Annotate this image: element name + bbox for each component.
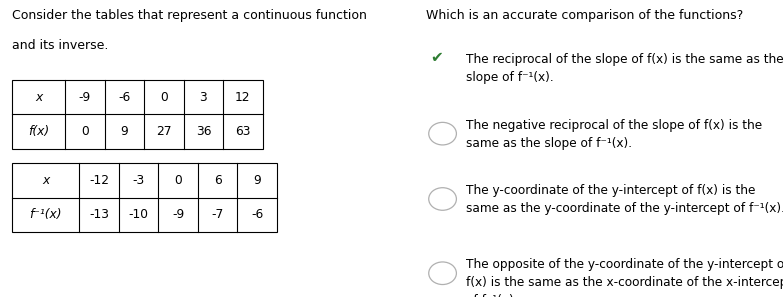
- Text: x: x: [42, 174, 49, 187]
- Text: The y-coordinate of the y-intercept of f(x) is the
same as the y-coordinate of t: The y-coordinate of the y-intercept of f…: [466, 184, 783, 215]
- Text: -10: -10: [128, 208, 149, 221]
- Bar: [13, 163, 277, 232]
- Text: 63: 63: [235, 125, 251, 138]
- Text: Which is an accurate comparison of the functions?: Which is an accurate comparison of the f…: [426, 9, 743, 22]
- Text: -7: -7: [211, 208, 224, 221]
- Text: -9: -9: [79, 91, 91, 104]
- Text: 0: 0: [175, 174, 182, 187]
- Text: ✔: ✔: [430, 50, 442, 66]
- Text: 0: 0: [160, 91, 168, 104]
- Text: -6: -6: [251, 208, 263, 221]
- Text: -12: -12: [89, 174, 109, 187]
- Text: 3: 3: [200, 91, 207, 104]
- Bar: [13, 80, 262, 148]
- Text: 12: 12: [235, 91, 251, 104]
- Text: 9: 9: [253, 174, 261, 187]
- Text: -13: -13: [89, 208, 109, 221]
- Text: f(x): f(x): [28, 125, 49, 138]
- Text: f⁻¹(x): f⁻¹(x): [30, 208, 62, 221]
- Text: 6: 6: [214, 174, 222, 187]
- Text: -6: -6: [118, 91, 131, 104]
- Text: 27: 27: [156, 125, 171, 138]
- Text: 0: 0: [81, 125, 88, 138]
- Text: -3: -3: [132, 174, 145, 187]
- Text: x: x: [35, 91, 42, 104]
- Text: The negative reciprocal of the slope of f(x) is the
same as the slope of f⁻¹(x).: The negative reciprocal of the slope of …: [466, 119, 763, 150]
- Text: and its inverse.: and its inverse.: [13, 39, 109, 52]
- Text: The opposite of the y-coordinate of the y-intercept of
f(x) is the same as the x: The opposite of the y-coordinate of the …: [466, 258, 783, 297]
- Text: 36: 36: [196, 125, 211, 138]
- Text: -9: -9: [172, 208, 184, 221]
- Text: 9: 9: [121, 125, 128, 138]
- Text: The reciprocal of the slope of f(x) is the same as the
slope of f⁻¹(x).: The reciprocal of the slope of f(x) is t…: [466, 53, 783, 84]
- Text: Consider the tables that represent a continuous function: Consider the tables that represent a con…: [13, 9, 367, 22]
